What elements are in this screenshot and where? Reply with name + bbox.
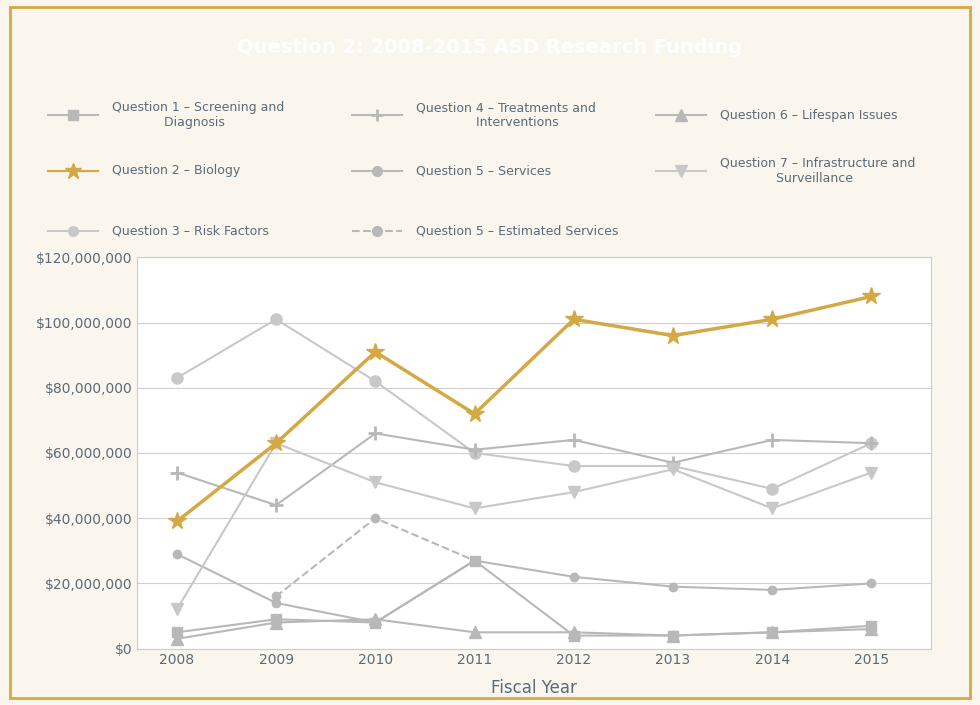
Text: Question 5 – Services: Question 5 – Services xyxy=(416,164,552,178)
Text: Question 3 – Risk Factors: Question 3 – Risk Factors xyxy=(113,225,270,238)
X-axis label: Fiscal Year: Fiscal Year xyxy=(491,679,577,697)
Text: Question 6 – Lifespan Issues: Question 6 – Lifespan Issues xyxy=(720,109,898,122)
Text: Question 2 – Biology: Question 2 – Biology xyxy=(113,164,240,178)
Text: Question 7 – Infrastructure and
              Surveillance: Question 7 – Infrastructure and Surveill… xyxy=(720,157,915,185)
Text: Question 5 – Estimated Services: Question 5 – Estimated Services xyxy=(416,225,618,238)
Text: Question 4 – Treatments and
               Interventions: Question 4 – Treatments and Intervention… xyxy=(416,102,596,130)
Text: Question 1 – Screening and
             Diagnosis: Question 1 – Screening and Diagnosis xyxy=(113,102,284,130)
Text: Question 2: 2008-2015 ASD Research Funding: Question 2: 2008-2015 ASD Research Fundi… xyxy=(237,38,743,57)
